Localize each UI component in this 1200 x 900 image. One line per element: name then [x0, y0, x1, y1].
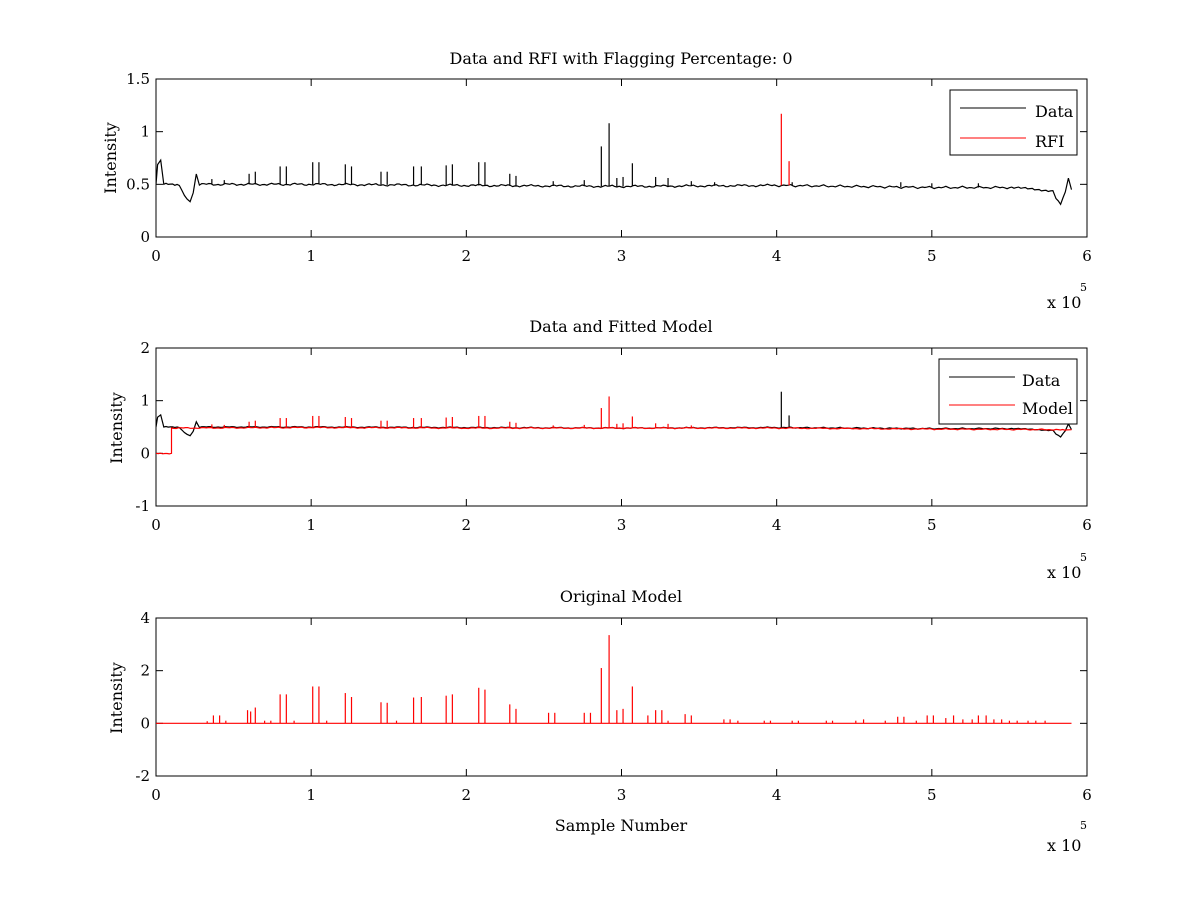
x-tick-label: 5 — [927, 247, 937, 265]
panel-2-legend-box — [938, 358, 1078, 425]
panel-1-legend: Data RFI — [949, 89, 1078, 156]
panel-1: Data and RFI with Flagging Percentage: 0… — [101, 49, 1092, 312]
y-tick-label: 0 — [140, 228, 150, 246]
panel-3-ylabel: Intensity — [107, 662, 126, 734]
x-tick-label: 4 — [772, 516, 782, 534]
series-line-model — [156, 426, 1072, 455]
x-tick-label: 2 — [462, 516, 472, 534]
panel-3-xlabel: Sample Number — [555, 816, 688, 835]
y-tick-label: 4 — [140, 609, 150, 627]
panel-3-title: Original Model — [560, 587, 682, 606]
x-tick-label: 6 — [1082, 516, 1092, 534]
x-tick-label: 3 — [617, 516, 627, 534]
x-tick-label: 3 — [617, 247, 627, 265]
panel-1-legend-rfi-label: RFI — [1035, 132, 1064, 151]
y-tick-label: -2 — [135, 767, 150, 785]
x-tick-label: 0 — [151, 247, 161, 265]
panel-2-x-exponent-power: 5 — [1080, 551, 1087, 564]
panel-1-plot-area: 0 1 2 3 4 5 6 0 0.5 1 1.5 — [126, 70, 1092, 265]
y-tick-label: 0.5 — [126, 175, 150, 193]
x-tick-label: 5 — [927, 786, 937, 804]
panel-1-title: Data and RFI with Flagging Percentage: 0 — [449, 49, 792, 68]
panel-1-x-exponent-base: x 10 — [1047, 293, 1081, 312]
x-tick-label: 6 — [1082, 247, 1092, 265]
x-tick-label: 0 — [151, 516, 161, 534]
x-tick-label: 4 — [772, 247, 782, 265]
x-tick-label: 3 — [617, 786, 627, 804]
panel-2-x-exponent-base: x 10 — [1047, 563, 1081, 582]
panel-2-legend: Data Model — [938, 358, 1078, 425]
panel-1-x-exponent-power: 5 — [1080, 281, 1087, 294]
x-tick-label: 2 — [462, 247, 472, 265]
x-tick-label: 4 — [772, 786, 782, 804]
y-tick-label: 0 — [140, 714, 150, 732]
panel-3-x-exponent-base: x 10 — [1047, 836, 1081, 855]
x-tick-label: 6 — [1082, 786, 1092, 804]
panel-2-legend-data-label: Data — [1022, 371, 1061, 390]
panel-2-title: Data and Fitted Model — [529, 317, 712, 336]
x-tick-label: 2 — [462, 786, 472, 804]
panel-3-x-exponent-power: 5 — [1080, 819, 1087, 832]
panel-1-legend-box — [949, 89, 1078, 156]
y-tick-label: 1.5 — [126, 70, 150, 88]
y-tick-label: 2 — [140, 339, 150, 357]
panel-2: Data and Fitted Model Intensity 0 1 2 3 4 5 6 -… — [107, 317, 1092, 582]
y-tick-label: 2 — [140, 662, 150, 680]
x-tick-label: 1 — [306, 247, 316, 265]
y-tick-label: 0 — [140, 444, 150, 462]
panel-2-legend-model-label: Model — [1022, 399, 1073, 418]
x-tick-label: 1 — [306, 786, 316, 804]
y-tick-label: -1 — [135, 497, 150, 515]
y-tick-label: 1 — [140, 123, 150, 141]
x-tick-label: 1 — [306, 516, 316, 534]
panel-1-legend-data-label: Data — [1035, 102, 1074, 121]
x-tick-label: 5 — [927, 516, 937, 534]
panel-2-ylabel: Intensity — [107, 392, 126, 464]
y-tick-label: 1 — [140, 392, 150, 410]
x-tick-label: 0 — [151, 786, 161, 804]
series-layer — [156, 635, 1072, 724]
series-layer — [156, 113, 1073, 206]
panel-1-ylabel: Intensity — [101, 122, 120, 194]
series-layer — [156, 391, 1073, 455]
series-line-data — [156, 158, 1073, 206]
